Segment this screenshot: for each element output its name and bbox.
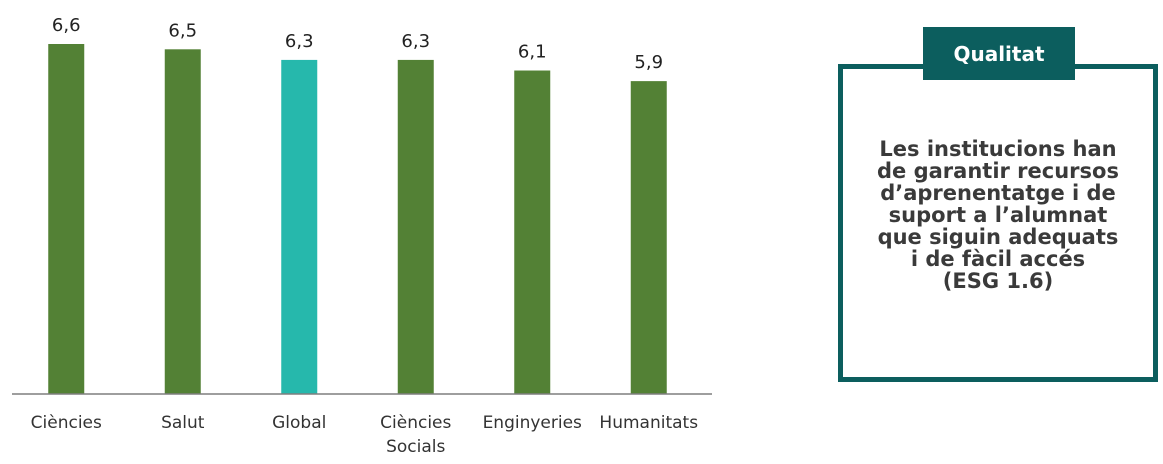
category-label: Salut — [161, 413, 205, 433]
bar-chart: 6,6 6,5 6,3 6,3 6,1 5,9 Ciències Salut Global Ci… — [12, 15, 712, 457]
bar — [48, 44, 85, 394]
category-label: Ciències — [31, 413, 102, 433]
callout-text: Les institucions han de garantir recurso… — [850, 138, 1146, 292]
callout-title: Qualitat — [923, 27, 1075, 80]
bar — [164, 49, 201, 394]
category-label: Socials — [386, 437, 445, 457]
callout-line: i de fàcil accés — [910, 247, 1086, 271]
callout-line: Les institucions han — [879, 137, 1117, 161]
category-label: Humanitats — [599, 413, 698, 433]
callout-line: de garantir recursos — [877, 159, 1119, 183]
bar-value-label: 6,3 — [401, 31, 430, 52]
quality-callout: Qualitat Les institucions han de garanti… — [838, 27, 1158, 382]
category-label: Global — [272, 413, 326, 433]
category-label: Ciències — [380, 413, 451, 433]
bar — [630, 81, 667, 394]
bar-value-label: 6,6 — [52, 15, 81, 36]
callout-line: d’aprenentatge i de — [880, 181, 1116, 205]
category-label: Enginyeries — [483, 413, 582, 433]
bar-value-label: 6,3 — [285, 31, 314, 52]
bar — [514, 70, 551, 395]
bar-value-label: 5,9 — [634, 52, 663, 73]
bar-value-label: 6,1 — [518, 42, 547, 63]
bar — [281, 59, 318, 395]
bar — [397, 59, 434, 395]
callout-line: suport a l’alumnat — [888, 203, 1108, 227]
bar-value-label: 6,5 — [168, 20, 197, 41]
callout-line: que siguin adequats — [877, 225, 1119, 249]
callout-line: (ESG 1.6) — [942, 269, 1054, 293]
